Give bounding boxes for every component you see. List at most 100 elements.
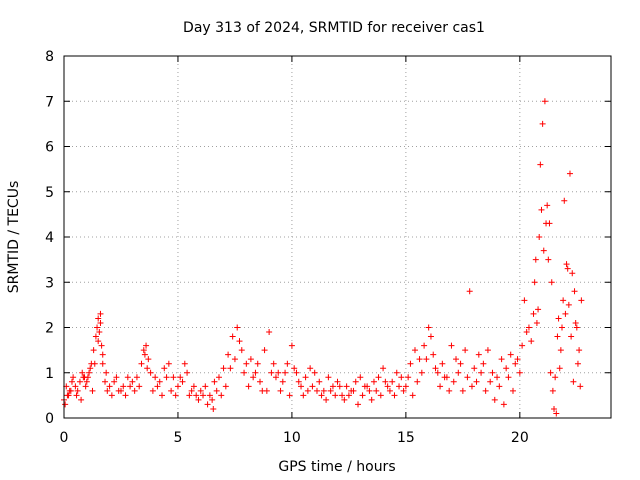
data-point [480,360,487,367]
data-point [154,383,161,390]
y-tick-label: 1 [45,366,54,382]
data-point [355,401,362,408]
data-point [541,98,548,105]
data-point [190,383,197,390]
y-tick-label: 3 [45,275,54,291]
data-point [327,387,334,394]
data-point [448,342,455,349]
y-axis-label: SRMTID / TECUs [6,181,22,294]
data-point [528,338,535,345]
data-point [332,392,339,399]
data-point [555,315,562,322]
data-point [96,329,103,336]
data-point [533,319,540,326]
data-point [418,369,425,376]
data-point [366,387,373,394]
data-point [286,392,293,399]
data-point [437,383,444,390]
data-point [91,360,98,367]
data-point [72,383,79,390]
data-point [73,392,80,399]
data-point [570,378,577,385]
data-point [90,347,97,354]
data-point [284,360,291,367]
data-point [427,333,434,340]
data-point [117,387,124,394]
data-point [471,365,478,372]
data-point [70,374,77,381]
data-point [370,378,377,385]
data-point [398,374,405,381]
data-point [548,279,555,286]
data-point [558,324,565,331]
data-point [302,374,309,381]
data-point [441,374,448,381]
data-point [557,347,564,354]
data-point [547,369,554,376]
data-point [277,387,284,394]
data-point [200,392,207,399]
data-point [145,356,152,363]
data-point [519,342,526,349]
x-axis-label: GPS time / hours [278,459,395,475]
data-point [377,392,384,399]
data-point [282,369,289,376]
data-point [68,378,75,385]
data-point [507,351,514,358]
plot-frame [63,55,612,419]
data-point [229,333,236,340]
data-point [573,324,580,331]
data-point [551,405,558,412]
data-point [62,401,69,408]
data-point [188,387,195,394]
data-point [104,387,111,394]
data-point [313,387,320,394]
data-point [473,378,480,385]
data-point [530,310,537,317]
data-point [127,383,134,390]
data-point [241,369,248,376]
data-point [113,374,120,381]
data-point [484,347,491,354]
data-point [407,360,414,367]
data-point [92,333,99,340]
data-point [202,383,209,390]
data-point [270,360,277,367]
data-point [552,374,559,381]
data-point [86,369,93,376]
data-point [83,378,90,385]
data-point [405,374,412,381]
data-point [382,378,389,385]
data-point [304,387,311,394]
data-point [143,342,150,349]
data-point [336,383,343,390]
data-point [352,378,359,385]
data-point [268,369,275,376]
data-point [311,369,318,376]
chart-title: Day 313 of 2024, SRMTID for receiver cas… [183,20,485,36]
data-point [509,387,516,394]
data-point [466,288,473,295]
data-point [257,378,264,385]
x-axis-ticks: 0 5 10 15 20 [60,56,529,446]
data-point [562,310,569,317]
data-point [250,374,257,381]
data-point [120,383,127,390]
data-point [165,360,172,367]
data-point [411,347,418,354]
x-tick-label: 10 [283,430,301,446]
data-point [124,374,131,381]
data-point [531,279,538,286]
data-point [97,319,104,326]
data-point [539,120,546,127]
data-point [84,374,91,381]
data-point [393,369,400,376]
data-point [389,378,396,385]
data-point [343,383,350,390]
data-point [487,378,494,385]
data-point [279,378,286,385]
data-point [565,301,572,308]
data-point [181,360,188,367]
data-point [368,396,375,403]
data-point [464,374,471,381]
